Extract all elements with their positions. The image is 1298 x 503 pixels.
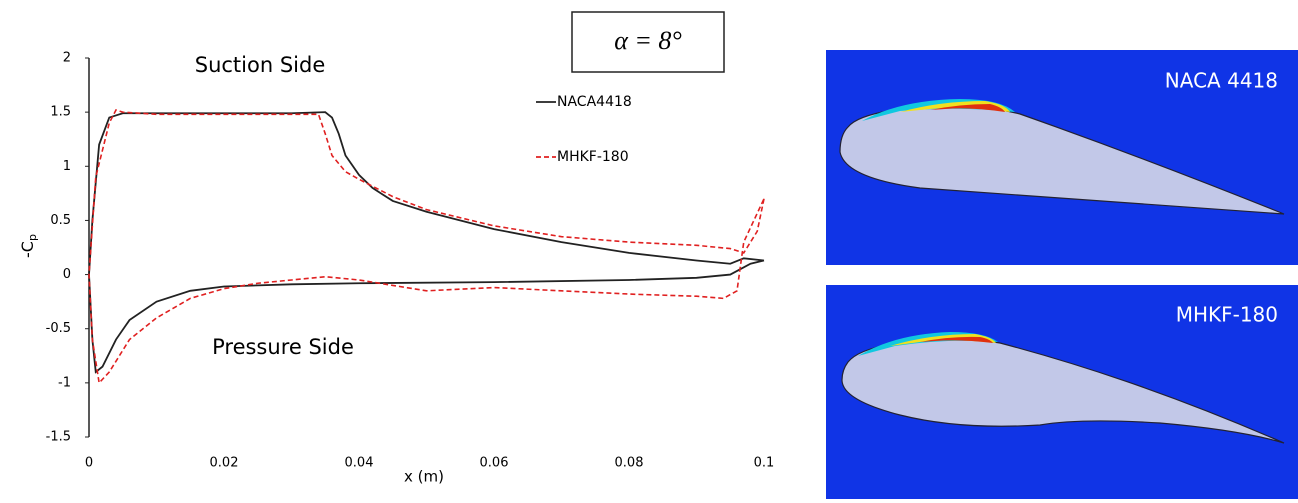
y-axis-label: -Cp xyxy=(18,234,40,258)
y-axis-label-main: -C xyxy=(18,241,37,258)
y-tick-label: 1.5 xyxy=(50,105,71,120)
panel-label: NACA 4418 xyxy=(1165,69,1278,93)
x-tick-label: 0.08 xyxy=(615,456,644,471)
x-axis-label: x (m) xyxy=(404,468,444,486)
y-tick-label: 1 xyxy=(63,159,71,174)
y-tick-label: 2 xyxy=(63,51,71,66)
legend-label: MHKF-180 xyxy=(557,149,629,165)
figure: α = 8° Suction Side Pressure Side x (m) … xyxy=(0,0,1298,499)
y-tick-label: -1.5 xyxy=(46,430,71,445)
y-tick-label: 0 xyxy=(63,267,71,282)
y-tick-label: 0.5 xyxy=(50,213,71,228)
x-tick-label: 0 xyxy=(85,456,93,471)
y-tick-label: -1 xyxy=(58,375,71,390)
series-line xyxy=(89,110,764,383)
y-axis-label-sub: p xyxy=(26,234,39,241)
x-tick-label: 0.02 xyxy=(210,456,239,471)
series-line xyxy=(89,112,764,372)
x-tick-label: 0.1 xyxy=(754,456,775,471)
legend-label: NACA4418 xyxy=(557,94,632,110)
annotation: Suction Side xyxy=(195,53,326,77)
y-tick-label: -0.5 xyxy=(46,321,71,336)
x-tick-label: 0.04 xyxy=(345,456,374,471)
x-tick-label: 0.06 xyxy=(480,456,509,471)
panel-label: MHKF-180 xyxy=(1176,303,1278,327)
alpha-label: α = 8° xyxy=(614,26,682,55)
annotation: Pressure Side xyxy=(212,335,354,359)
